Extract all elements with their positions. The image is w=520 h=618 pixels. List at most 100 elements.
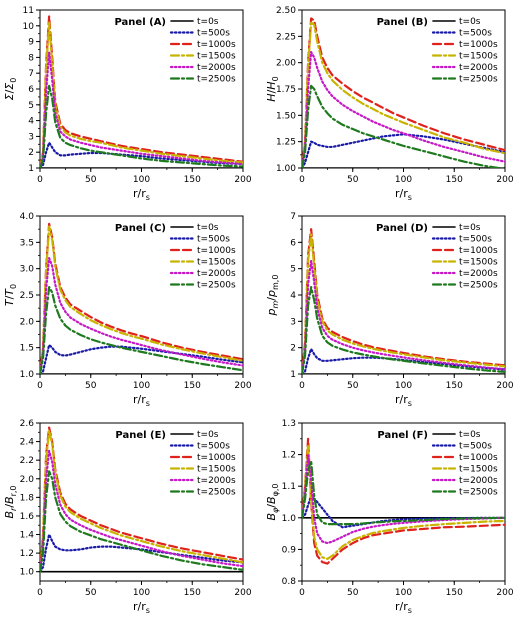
series-line-t-1500s [302,444,505,560]
legend-label: t=500s [459,235,492,245]
legend-label: t=1000s [197,246,236,256]
y-tick-label: 3 [290,317,296,327]
legend-label: t=0s [459,17,481,27]
x-tick-label: 100 [133,381,150,391]
series-group [40,426,243,573]
legend-label: t=2500s [197,75,236,85]
y-tick-label: 2.25 [276,32,296,42]
y-tick-label: 1.0 [282,514,297,524]
y-axis-label: Br/Br,0 [3,485,18,518]
y-tick-label: 1 [290,370,296,380]
x-tick-label: 200 [496,175,513,185]
y-tick-label: 1.4 [20,531,35,541]
panel-title: Panel (E) [115,430,166,441]
x-axis-label: r/rs [395,187,412,202]
y-tick-label: 6 [28,85,34,95]
y-tick-label: 2.6 [20,419,35,429]
y-tick-label: 1.50 [276,111,296,121]
series-line-t-2500s [302,459,505,526]
x-tick-label: 150 [446,381,463,391]
series-line-t-500s [302,347,505,374]
x-axis-label: r/rs [395,393,412,408]
series-line-t-1000s [302,17,505,168]
legend-label: t=0s [197,430,219,440]
y-tick-label: 1.6 [20,512,35,522]
x-tick-label: 150 [184,381,201,391]
y-tick-label: 4 [28,117,34,127]
x-tick-label: 150 [446,588,463,598]
y-axis-label: Σ/Σ0 [3,78,18,101]
series-group [40,15,243,168]
x-tick-label: 100 [133,175,150,185]
y-tick-label: 8 [28,53,34,63]
series-line-t-500s [40,141,243,168]
y-tick-label: 2.2 [20,456,34,466]
x-tick-label: 50 [85,381,97,391]
y-tick-label: 1.25 [276,138,296,148]
legend-label: t=500s [197,29,230,39]
x-tick-label: 200 [496,588,513,598]
legend-label: t=2000s [459,269,498,279]
x-tick-label: 50 [347,175,359,185]
y-tick-label: 5 [28,101,34,111]
legend-label: t=2000s [197,476,236,486]
y-tick-label: 2.00 [276,59,296,69]
x-tick-label: 100 [395,588,412,598]
panel-title: Panel (C) [115,223,166,234]
legend-label: t=0s [197,17,219,27]
series-line-t-2000s [40,51,243,168]
x-tick-label: 150 [446,175,463,185]
y-tick-label: 3.0 [20,265,35,275]
x-tick-label: 150 [184,175,201,185]
legend-label: t=500s [459,29,492,39]
chart-panel-3: 0 50 100 150 200 1.0 1.5 2.0 2.5 3.0 3.5 4.0 Panel (… [3,212,252,408]
series-line-t-1500s [40,429,243,573]
x-tick-label: 200 [234,175,251,185]
legend-label: t=2500s [459,75,498,85]
y-axis-label: Bφ/Bφ,0 [265,483,280,520]
y-tick-label: 9 [28,38,34,48]
x-tick-label: 0 [299,588,305,598]
legend-label: t=2500s [197,281,236,291]
legend-label: t=2500s [197,488,236,498]
y-tick-label: 1 [28,164,34,174]
legend-label: t=1000s [459,246,498,256]
series-line-t-1500s [40,21,243,168]
series-line-t-1500s [302,233,505,374]
legend-label: t=1500s [459,465,498,475]
x-tick-label: 100 [395,381,412,391]
y-tick-label: 2.50 [276,6,296,16]
chart-panel-2: 0 50 100 150 200 1.00 1.25 1.50 1.75 2.00 2.25 2.50… [265,6,514,202]
series-line-t-2500s [40,286,243,374]
series-line-t-2500s [302,286,505,374]
series-line-t-2500s [40,470,243,573]
y-tick-label: 1.75 [276,85,296,95]
series-line-t-1500s [302,21,505,168]
y-tick-label: 1.1 [282,482,296,492]
x-tick-label: 0 [37,381,43,391]
y-tick-label: 1.3 [282,419,296,429]
series-line-t-2000s [40,449,243,573]
legend-label: t=2000s [197,269,236,279]
x-tick-label: 0 [299,175,305,185]
legend-label: t=500s [459,442,492,452]
legend-label: t=1500s [197,258,236,268]
x-tick-label: 200 [496,381,513,391]
series-group [302,17,505,168]
legend-label: t=0s [197,223,219,233]
series-line-t-2500s [302,84,505,168]
series-line-t-1500s [40,225,243,374]
panel-title: Panel (A) [115,17,167,28]
x-tick-label: 50 [347,588,359,598]
x-tick-label: 50 [347,381,359,391]
y-tick-label: 4 [290,291,296,301]
legend-label: t=0s [459,223,481,233]
legend-label: t=500s [197,442,230,452]
legend-label: t=2500s [459,488,498,498]
series-group [302,437,505,565]
legend-label: t=2500s [459,281,498,291]
